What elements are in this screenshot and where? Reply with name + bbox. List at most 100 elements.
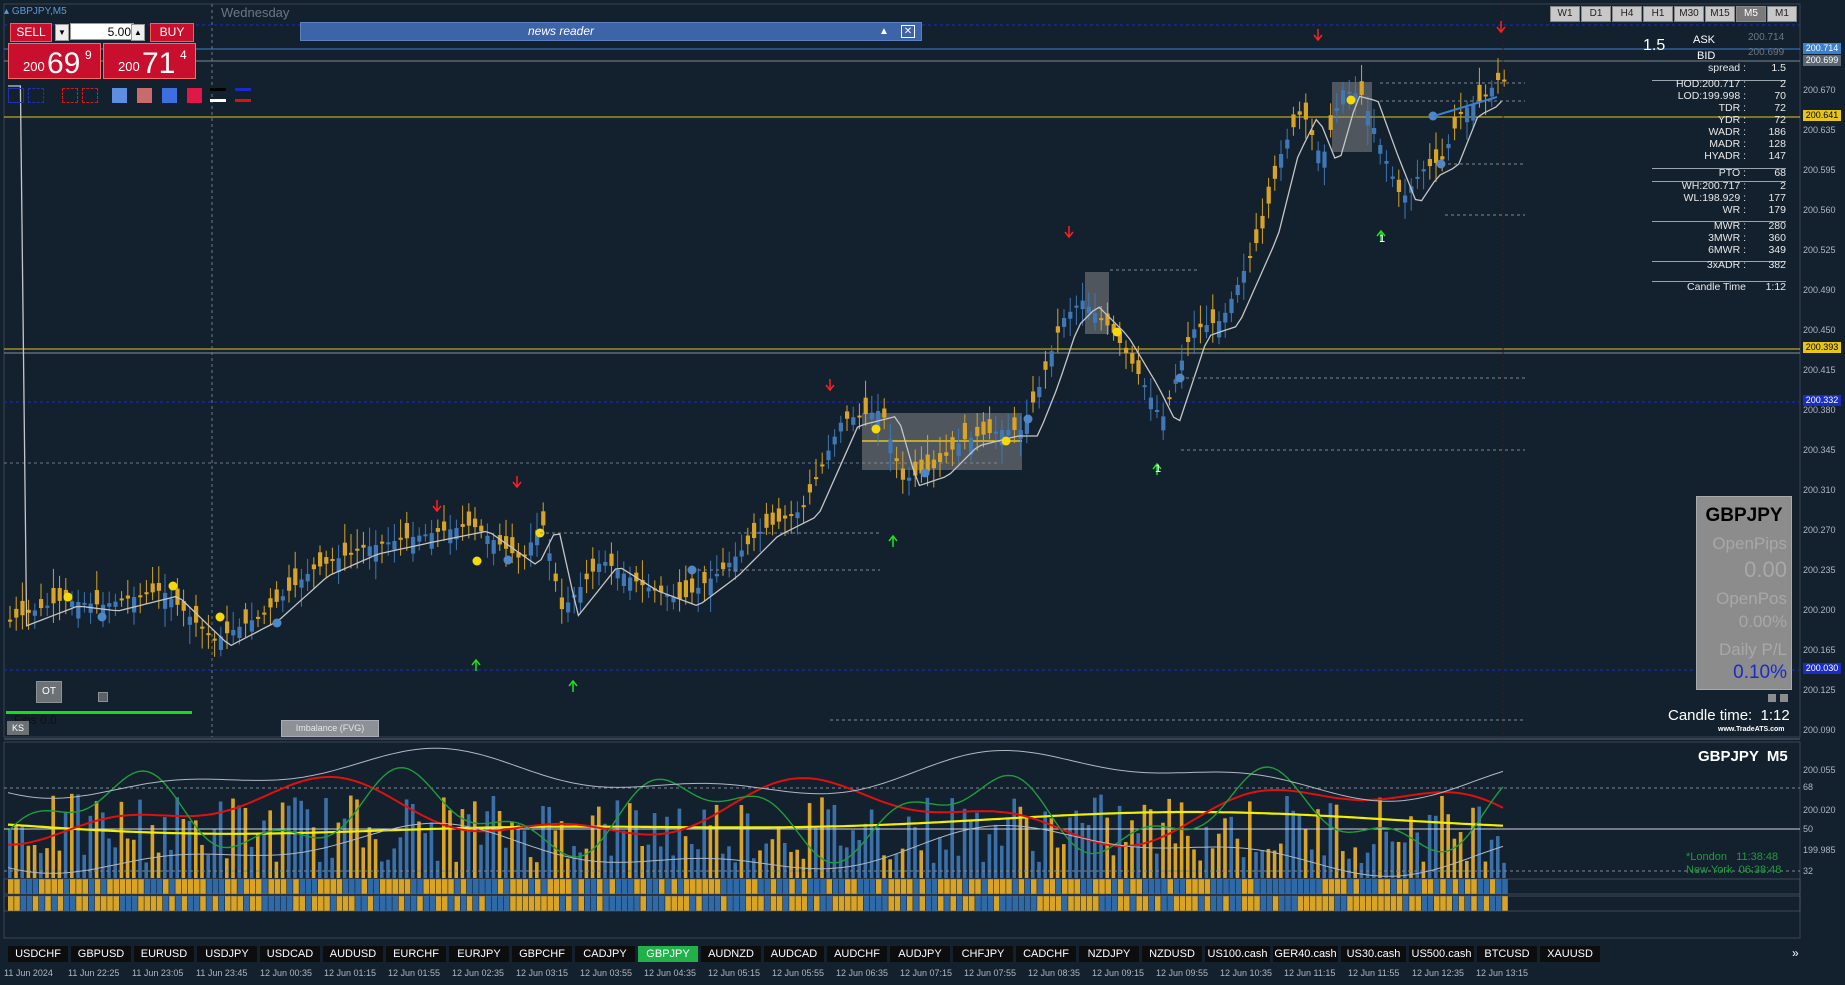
price-tick: 200.595 xyxy=(1803,165,1836,175)
trend-cell xyxy=(1303,896,1310,911)
candle-body xyxy=(138,595,143,598)
blue-pivot xyxy=(1436,159,1446,169)
timeframe-h1[interactable]: H1 xyxy=(1643,6,1673,22)
symbol-tab-usdchf[interactable]: USDCHF xyxy=(8,946,68,962)
candle-body xyxy=(795,512,800,519)
rect-red-tool-icon[interactable] xyxy=(62,88,78,103)
red-fill-icon[interactable] xyxy=(137,88,152,103)
crimson-solid-icon[interactable] xyxy=(187,88,202,103)
ot-button[interactable]: OT xyxy=(36,681,62,703)
lot-increase-button[interactable]: ▲ xyxy=(131,24,145,41)
symbol-tab-gbpchf[interactable]: GBPCHF xyxy=(512,946,572,962)
trend-cell xyxy=(950,896,956,911)
trend-cell xyxy=(1483,879,1490,894)
panel-button-1[interactable] xyxy=(1768,694,1776,702)
close-icon[interactable]: ✕ xyxy=(901,25,915,38)
rect-red-dashed-tool-icon[interactable] xyxy=(82,88,98,103)
bid-quote-box[interactable]: 200 69 9 xyxy=(8,43,101,80)
candle-body xyxy=(1359,81,1364,95)
symbol-tab-gbpjpy[interactable]: GBPJPY xyxy=(638,946,698,962)
symbol-tab-nzdjpy[interactable]: NZDJPY xyxy=(1079,946,1139,962)
trend-cell xyxy=(237,896,243,911)
price-tag: 200.393 xyxy=(1803,342,1841,353)
trend-cell xyxy=(752,879,758,894)
candle-body xyxy=(274,589,279,602)
rect-tool-icon[interactable] xyxy=(8,88,24,103)
symbol-tab-audusd[interactable]: AUDUSD xyxy=(323,946,383,962)
trend-cell xyxy=(659,896,665,911)
trend-cell xyxy=(522,896,529,911)
window-title: ▴ GBPJPY,M5 xyxy=(4,6,67,17)
line-blue-red-icon[interactable] xyxy=(235,88,251,103)
symbol-tab-gbpusd[interactable]: GBPUSD xyxy=(71,946,131,962)
collapse-icon[interactable]: ▲ xyxy=(879,26,889,37)
candle-time-big: Candle time: 1:12 xyxy=(1668,707,1790,724)
volume-bar xyxy=(1396,841,1401,878)
symbol-tab-usdjpy[interactable]: USDJPY xyxy=(197,946,257,962)
trend-cell xyxy=(1099,896,1105,911)
line-white-black-icon[interactable] xyxy=(210,88,226,103)
candle-body xyxy=(361,544,366,548)
blue-fill-icon[interactable] xyxy=(112,88,127,103)
trend-cell xyxy=(249,896,256,911)
timeframe-h4[interactable]: H4 xyxy=(1612,6,1642,22)
trend-cell xyxy=(510,879,516,894)
lot-size-input[interactable] xyxy=(70,23,134,40)
rect-dashed-tool-icon[interactable] xyxy=(28,88,44,103)
price-tick: 200.525 xyxy=(1803,245,1836,255)
day-label: Wednesday xyxy=(221,5,290,20)
imbalance-button[interactable]: Imbalance (FVG) xyxy=(281,720,379,737)
volume-bar xyxy=(1334,804,1339,878)
candle-body xyxy=(20,600,25,616)
symbol-tab-nzdusd[interactable]: NZDUSD xyxy=(1142,946,1202,962)
symbol-tab-audnzd[interactable]: AUDNZD xyxy=(701,946,761,962)
symbol-tab-us30-cash[interactable]: US30.cash xyxy=(1341,946,1406,962)
timeframe-w1[interactable]: W1 xyxy=(1550,6,1580,22)
symbol-tab-audjpy[interactable]: AUDJPY xyxy=(890,946,950,962)
news-reader-bar[interactable]: news reader ▲ ✕ xyxy=(300,22,922,41)
trend-cell xyxy=(975,896,981,911)
panel-button-2[interactable] xyxy=(1780,694,1788,702)
timeframe-d1[interactable]: D1 xyxy=(1581,6,1611,22)
symbol-tab-eurchf[interactable]: EURCHF xyxy=(386,946,446,962)
symbol-tab-us500-cash[interactable]: US500.cash xyxy=(1409,946,1474,962)
trend-cell xyxy=(938,896,944,911)
timeframe-m30[interactable]: M30 xyxy=(1674,6,1704,22)
candle-body xyxy=(1204,325,1209,333)
price-tag: 200.030 xyxy=(1803,663,1841,674)
symbol-tab-chfjpy[interactable]: CHFJPY xyxy=(953,946,1013,962)
blue-solid-icon[interactable] xyxy=(162,88,177,103)
symbol-tab-eurusd[interactable]: EURUSD xyxy=(134,946,194,962)
symbol-tab-ger40-cash[interactable]: GER40.cash xyxy=(1273,946,1338,962)
ask-quote-box[interactable]: 200 71 4 xyxy=(103,43,196,80)
symbol-tab-cadjpy[interactable]: CADJPY xyxy=(575,946,635,962)
symbol-scroll-icon[interactable]: » xyxy=(1792,946,1799,960)
ks-button[interactable]: KS xyxy=(7,721,29,735)
candle-body xyxy=(280,596,285,601)
candle-body xyxy=(553,573,558,582)
timeframe-m1[interactable]: M1 xyxy=(1767,6,1797,22)
symbol-tab-xauusd[interactable]: XAUUSD xyxy=(1540,946,1600,962)
trend-cell xyxy=(39,879,45,894)
trend-cell xyxy=(1155,879,1161,894)
timeframe-m5[interactable]: M5 xyxy=(1736,6,1766,22)
timeframe-m15[interactable]: M15 xyxy=(1705,6,1735,22)
symbol-tab-eurjpy[interactable]: EURJPY xyxy=(449,946,509,962)
symbol-tab-us100-cash[interactable]: US100.cash xyxy=(1205,946,1270,962)
volume-bar xyxy=(1099,794,1103,878)
volume-bar xyxy=(231,798,235,878)
trend-cell xyxy=(1117,879,1124,894)
candle-body xyxy=(1179,360,1184,371)
symbol-tab-audchf[interactable]: AUDCHF xyxy=(827,946,887,962)
symbol-tab-cadchf[interactable]: CADCHF xyxy=(1016,946,1076,962)
sell-button[interactable]: SELL xyxy=(10,23,52,42)
down-arrow-icon xyxy=(512,476,522,489)
buy-button[interactable]: BUY xyxy=(150,23,194,42)
symbol-tab-audcad[interactable]: AUDCAD xyxy=(764,946,824,962)
trend-cell xyxy=(1223,879,1229,894)
volume-bar xyxy=(702,809,706,878)
lot-decrease-button[interactable]: ▼ xyxy=(55,24,69,41)
symbol-tab-btcusd[interactable]: BTCUSD xyxy=(1477,946,1537,962)
symbol-tab-usdcad[interactable]: USDCAD xyxy=(260,946,320,962)
